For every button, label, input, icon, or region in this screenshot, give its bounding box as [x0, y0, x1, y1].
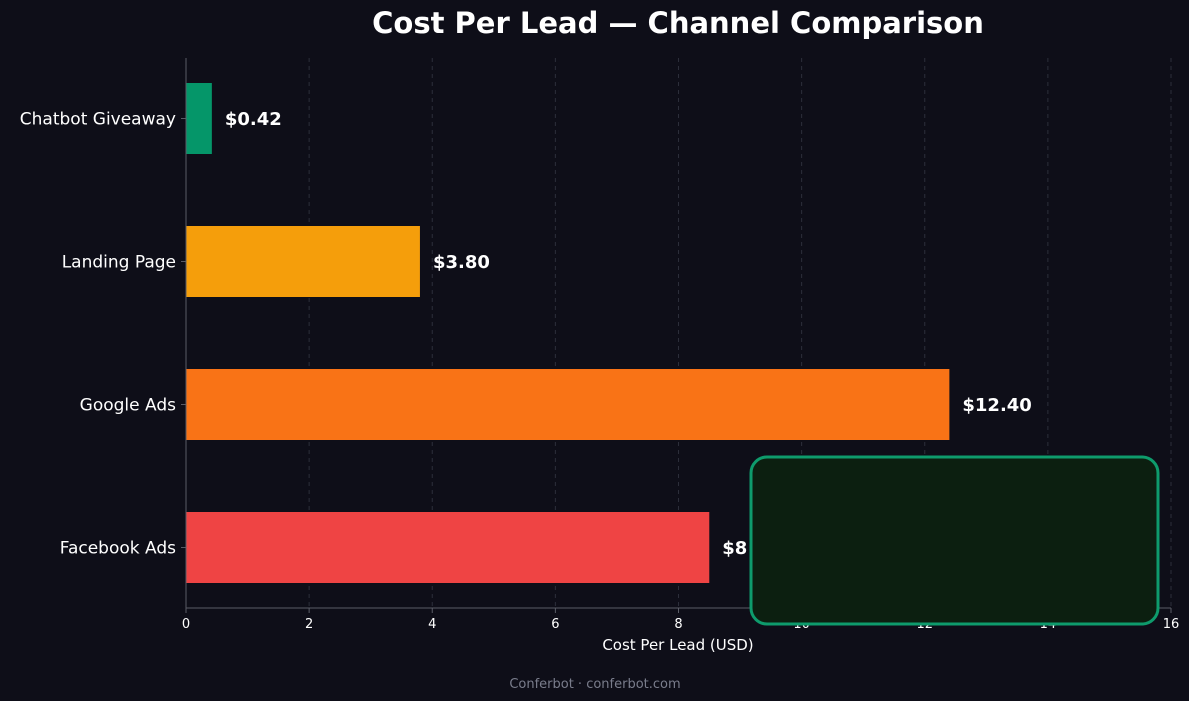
category-label-1: Landing Page — [62, 253, 176, 273]
value-label-1: $3.80 — [433, 252, 490, 273]
bars-layer — [186, 83, 950, 583]
value-label-3: $8 — [722, 538, 747, 559]
bar-3 — [186, 512, 710, 583]
x-tick-label-4: 4 — [428, 617, 436, 632]
x-tick-label-0: 0 — [182, 617, 190, 632]
bar-1 — [186, 226, 420, 297]
x-axis-label: Cost Per Lead (USD) — [602, 636, 753, 654]
category-label-3: Facebook Ads — [60, 539, 176, 559]
value-label-0: $0.42 — [225, 109, 282, 130]
labels-layer: $0.42 Chatbot Giveaway $3.80 Landing Page $1… — [20, 109, 1032, 559]
x-tick-label-2: 2 — [305, 617, 313, 632]
footer-text: Conferbot · conferbot.com — [509, 677, 680, 692]
x-tick-label-8: 8 — [674, 617, 682, 632]
x-tick-label-16: 16 — [1163, 617, 1180, 632]
overlay-panel — [749, 455, 1160, 626]
bar-2 — [186, 369, 950, 440]
category-label-0: Chatbot Giveaway — [20, 110, 176, 130]
chart-title: Cost Per Lead — Channel Comparison — [372, 6, 984, 40]
x-tick-label-6: 6 — [551, 617, 559, 632]
bar-0 — [186, 83, 212, 154]
category-label-2: Google Ads — [80, 396, 176, 416]
value-label-2: $12.40 — [962, 395, 1031, 416]
